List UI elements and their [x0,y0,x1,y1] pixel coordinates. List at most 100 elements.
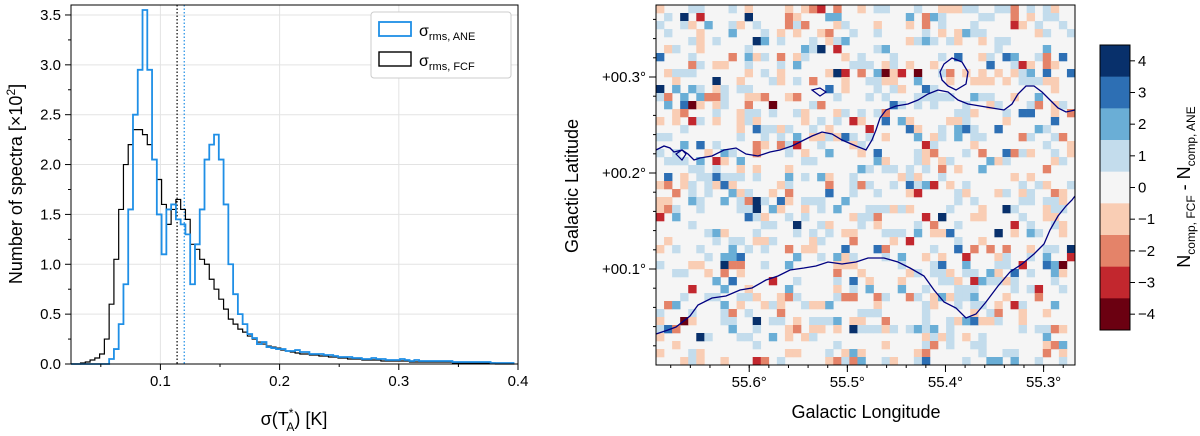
heatmap-cell [1058,325,1068,334]
heatmap-cell [664,101,673,110]
heatmap-cell [897,285,907,294]
colorbar-segment [1100,298,1130,331]
heatmap-cell [921,13,931,22]
heatmap-cell [946,325,955,334]
heatmap-cell [865,133,874,142]
heatmap-cell [1026,149,1036,158]
heatmap-cell [994,101,1003,110]
heatmap-cell [760,37,770,46]
heatmap-cell [1042,213,1052,222]
heatmap-cell [946,333,955,342]
heatmap-cell [970,77,979,86]
heatmap-cell [664,157,673,166]
heatmap-cell [881,245,890,254]
heatmap-cell [664,325,673,334]
heatmap-cell [1010,61,1019,70]
heatmap-cell [1042,309,1052,318]
heatmap-cell [994,189,1003,198]
heatmap-cell [881,133,890,142]
colorbar-ticks: 4 3 2 1 0 −1 −2 −3 −4 [1130,53,1155,323]
heatmap-cell [817,5,826,14]
heatmap-cell [736,301,745,310]
heatmap-cell [688,317,697,326]
y-tick-label: 0.5 [40,306,61,323]
heatmap-cell [672,157,681,166]
heatmap-cell [752,197,762,206]
heatmap-cell [865,277,874,286]
heatmap-cell [792,77,802,86]
heatmap-cell [688,349,697,358]
heatmap-cell [744,5,753,14]
heatmap-cell [913,325,923,334]
heatmap-cell [929,269,939,278]
heatmap-cell [809,125,818,134]
heatmap-cell [881,69,890,78]
heatmap-cell [1002,77,1011,86]
heatmap-cell [704,269,713,278]
heatmap-cell [817,221,826,230]
heatmap-cell [1026,197,1036,206]
heatmap-cell [881,5,890,14]
heatmap-cell [712,61,721,70]
heatmap-cell [873,69,882,78]
heatmap-cell [664,13,673,22]
heatmap-cell [720,301,729,310]
colorbar-segment [1100,45,1130,77]
heatmap-cell [736,333,745,342]
heatmap-cell [905,269,915,278]
heatmap-cell [720,173,729,182]
heatmap-cell [994,229,1003,238]
heatmap-cell [921,165,931,174]
heatmap-cell [833,93,842,102]
heatmap-frame [655,4,1076,366]
heatmap-cell [801,197,810,206]
x-tick-label: 0.3 [388,373,409,390]
heatmap-cell [720,157,729,166]
heatmap-cell [784,173,794,182]
heatmap-cell [962,269,971,278]
heatmap-cell [817,133,826,142]
heatmap-cell [1042,205,1052,214]
heatmap-cell [672,205,681,214]
heatmap-cell [768,109,778,118]
heatmap-cell [913,181,923,190]
heatmap-cell [921,333,931,342]
heatmap-cell [841,109,850,118]
heatmap-cell [1058,341,1068,350]
heatmap-cell [1018,325,1027,334]
heatmap-cell [986,93,995,102]
heatmap-cell [986,53,995,62]
heatmap-cell [857,149,866,158]
heatmap-cell [728,21,737,30]
heatmap-cell [760,93,770,102]
heatmap-cell [841,69,850,78]
heatmap-cell [1058,101,1068,110]
heatmap-cell [696,13,705,22]
heatmap-cell [889,53,899,62]
heatmap-cell [1010,357,1019,366]
heatmap-cell [825,317,834,326]
heatmap-cell [1058,357,1068,366]
heatmap-cell [946,117,955,126]
heatmap-cell [656,133,665,142]
heatmap-cell [873,309,882,318]
heatmap-cell [938,93,947,102]
heatmap-cell [817,301,826,310]
y-tick-label: 3.5 [40,7,61,24]
heatmap-cell [1042,325,1052,334]
heatmap-contour [655,57,1076,335]
heatmap-cell [809,325,818,334]
heatmap-cell [881,317,890,326]
heatmap-cell [1058,229,1068,238]
heatmap-cell [970,293,979,302]
heatmap-cell [752,325,762,334]
heatmap-cell [954,277,963,286]
heatmap-cell [929,93,939,102]
heatmap-cell [817,197,826,206]
heatmap-cell [897,277,907,286]
heatmap-cell [672,109,681,118]
heatmap-cell [744,293,753,302]
heatmap-cell [817,101,826,110]
heatmap-cell [1002,5,1011,14]
heatmap-cell [946,317,955,326]
